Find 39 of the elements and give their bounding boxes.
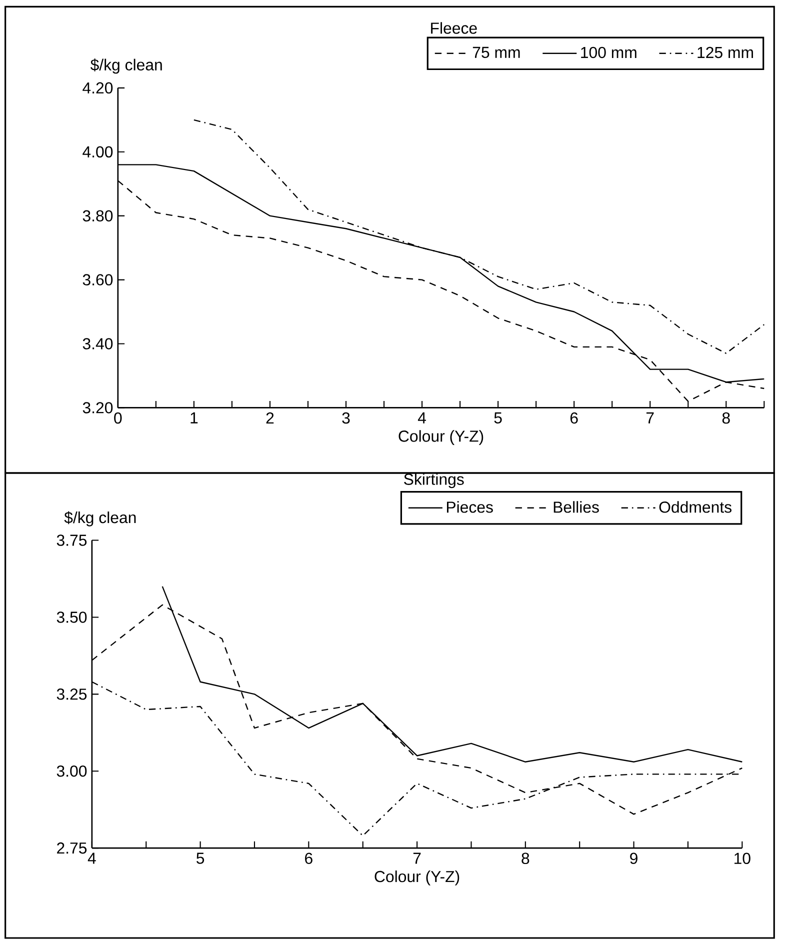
x-tick-label: 6 <box>570 412 578 424</box>
y-tick-label: 3.80 <box>82 210 113 222</box>
legend-label: 125 mm <box>698 46 754 58</box>
legend-label: Oddments <box>659 501 732 513</box>
x-tick-label: 7 <box>646 412 654 424</box>
x-tick-label: 9 <box>630 852 638 864</box>
x-tick-label: 5 <box>196 852 204 864</box>
y-axis-title: $/kg clean <box>64 511 136 526</box>
x-tick-label: 8 <box>522 852 530 864</box>
y-axis-title: $/kg clean <box>90 58 162 74</box>
x-tick-label: 4 <box>418 412 426 424</box>
y-tick-label: 4.20 <box>82 82 113 94</box>
x-tick-label: 4 <box>88 852 96 864</box>
y-tick-label: 3.20 <box>82 402 113 414</box>
legend-label: Bellies <box>554 501 600 513</box>
y-tick-label: 4.00 <box>82 146 113 158</box>
x-tick-label: 1 <box>190 412 198 424</box>
y-tick-label: 2.75 <box>57 842 87 854</box>
x-axis-title: Colour (Y-Z) <box>398 430 484 445</box>
x-tick-label: 6 <box>305 852 313 864</box>
legend-label: 75 mm <box>473 46 520 58</box>
legend-label: Pieces <box>447 501 494 513</box>
y-tick-label: 3.00 <box>56 765 87 777</box>
y-tick-label: 3.40 <box>82 338 113 350</box>
legend-label: 100 mm <box>581 46 636 58</box>
x-tick-label: 3 <box>342 412 350 424</box>
x-axis-title: Colour (Y-Z) <box>374 870 460 886</box>
y-tick-label: 3.75 <box>56 534 87 546</box>
x-tick-label: 0 <box>114 412 122 424</box>
legend-title: Fleece <box>431 22 477 34</box>
y-tick-label: 3.50 <box>56 612 87 623</box>
x-tick-label: 5 <box>494 412 502 424</box>
x-tick-label: 10 <box>734 852 751 864</box>
x-tick-label: 7 <box>414 852 421 864</box>
x-tick-label: 2 <box>266 412 274 424</box>
y-tick-label: 3.25 <box>56 688 87 700</box>
legend-title: Skirtings <box>404 473 464 488</box>
y-tick-label: 3.60 <box>82 274 113 286</box>
x-tick-label: 8 <box>722 412 730 424</box>
